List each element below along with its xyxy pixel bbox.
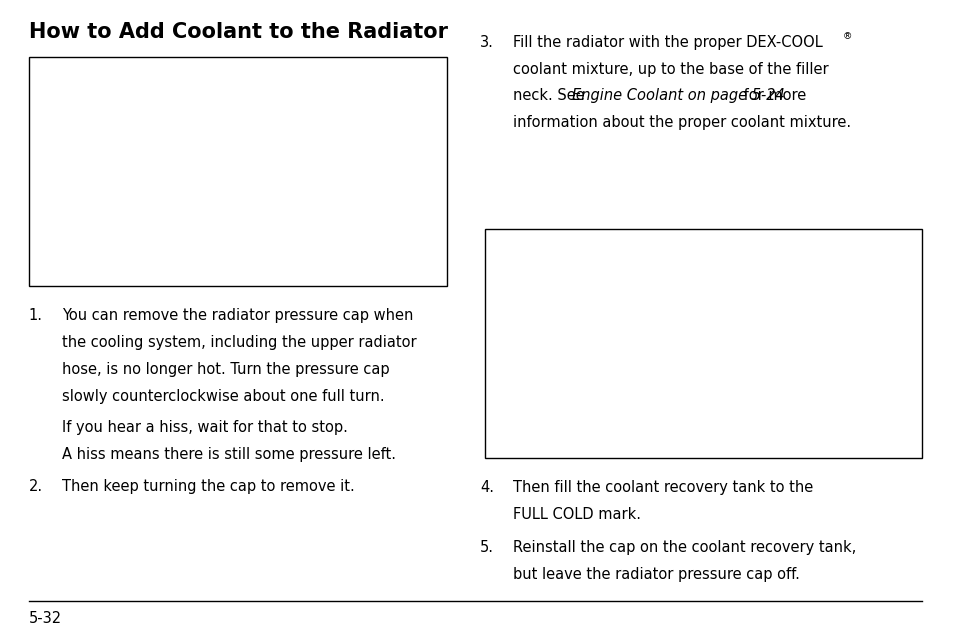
- Bar: [484, 229, 922, 458]
- Text: How to Add Coolant to the Radiator: How to Add Coolant to the Radiator: [29, 22, 447, 42]
- Text: 4.: 4.: [479, 480, 494, 495]
- Text: information about the proper coolant mixture.: information about the proper coolant mix…: [513, 115, 851, 130]
- Text: neck. See: neck. See: [513, 88, 589, 104]
- Text: FULL COLD mark.: FULL COLD mark.: [513, 507, 640, 522]
- Text: 2.: 2.: [29, 479, 43, 494]
- Text: the cooling system, including the upper radiator: the cooling system, including the upper …: [62, 335, 416, 350]
- Text: 3.: 3.: [479, 35, 494, 50]
- Text: Then keep turning the cap to remove it.: Then keep turning the cap to remove it.: [62, 479, 355, 494]
- Text: Reinstall the cap on the coolant recovery tank,: Reinstall the cap on the coolant recover…: [513, 540, 856, 555]
- Text: coolant mixture, up to the base of the filler: coolant mixture, up to the base of the f…: [513, 62, 828, 77]
- Text: slowly counterclockwise about one full turn.: slowly counterclockwise about one full t…: [62, 389, 384, 404]
- Text: 5.: 5.: [479, 540, 494, 555]
- Text: ®: ®: [841, 32, 851, 41]
- Text: A hiss means there is still some pressure left.: A hiss means there is still some pressur…: [62, 447, 395, 462]
- Text: 5-32: 5-32: [29, 611, 62, 626]
- Text: If you hear a hiss, wait for that to stop.: If you hear a hiss, wait for that to sto…: [62, 420, 347, 436]
- Text: 1.: 1.: [29, 308, 43, 324]
- Text: You can remove the radiator pressure cap when: You can remove the radiator pressure cap…: [62, 308, 413, 324]
- Text: Fill the radiator with the proper DEX-COOL: Fill the radiator with the proper DEX-CO…: [513, 35, 822, 50]
- Text: hose, is no longer hot. Turn the pressure cap: hose, is no longer hot. Turn the pressur…: [62, 362, 389, 377]
- Text: but leave the radiator pressure cap off.: but leave the radiator pressure cap off.: [513, 567, 800, 582]
- Text: Then fill the coolant recovery tank to the: Then fill the coolant recovery tank to t…: [513, 480, 813, 495]
- Bar: [29, 57, 446, 286]
- Text: Engine Coolant on page 5-24: Engine Coolant on page 5-24: [572, 88, 784, 104]
- Text: for more: for more: [738, 88, 805, 104]
